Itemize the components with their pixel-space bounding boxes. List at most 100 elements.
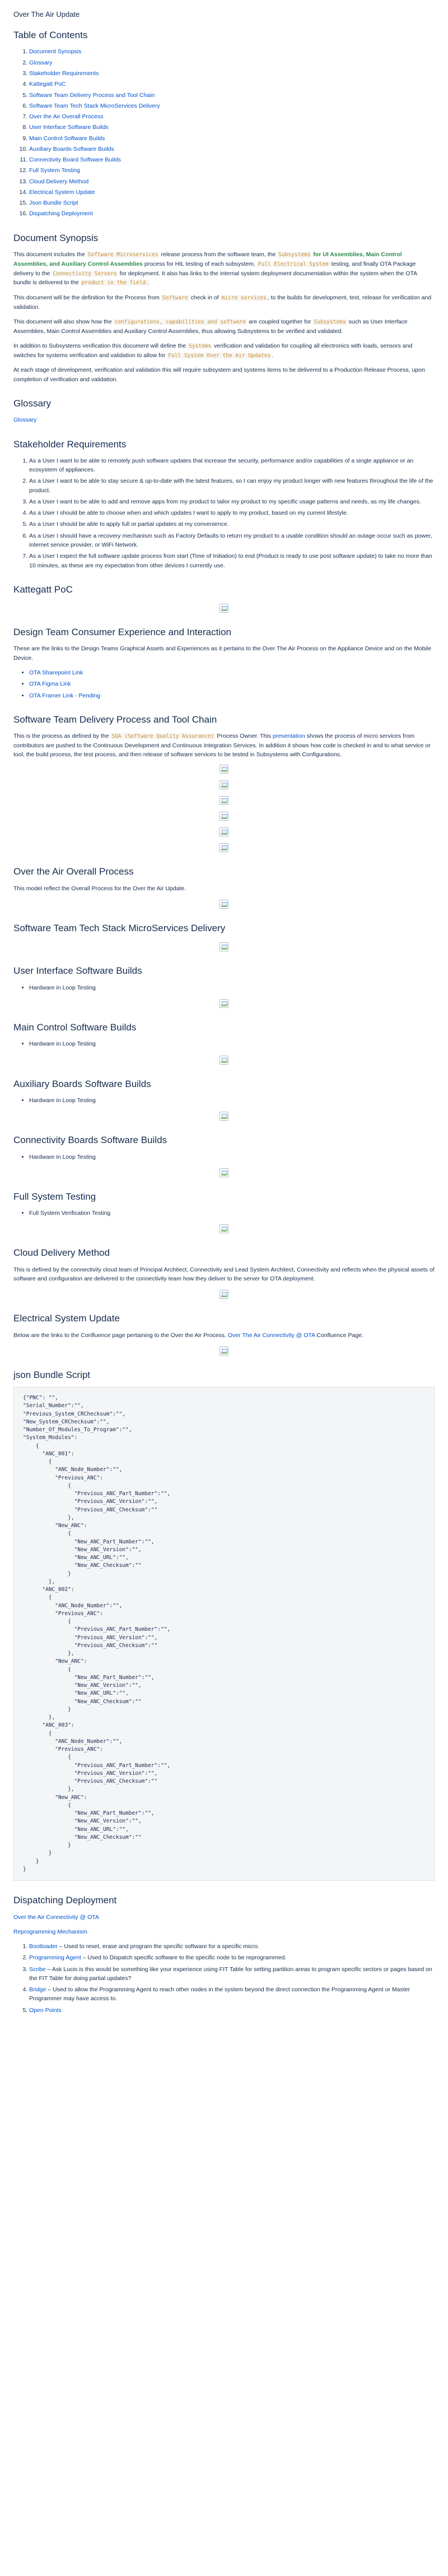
reprogramming-mechanism-link[interactable]: Reprogramming Mechanism — [13, 1928, 87, 1935]
toc-link-ui-builds[interactable]: User Interface Software Builds — [29, 124, 109, 131]
broken-image-icon — [220, 1168, 228, 1177]
dispatching-link-2-paragraph: Reprogramming Mechanism — [13, 1927, 435, 1936]
toc-link-document-synopsis[interactable]: Document Synopsis — [29, 48, 82, 56]
stakeholder-list: As a User I want to be able to remotely … — [13, 456, 435, 570]
delivery-heading: Software Team Delivery Process and Tool … — [13, 714, 217, 725]
toc-link-cloud-delivery[interactable]: Cloud Delivery Method — [29, 178, 89, 185]
ota-connectivity-link[interactable]: Over The Air Connectivity @ OTA — [227, 1331, 315, 1339]
presentation-link[interactable]: presentation — [272, 733, 305, 740]
toc-link-json-bundle[interactable]: Json Bundle Script — [29, 200, 78, 207]
list-item: Programming Agent – Used to Dispatch spe… — [29, 1953, 435, 1962]
broken-image-icon — [220, 942, 228, 952]
inline-code: Subsystems — [312, 318, 347, 325]
broken-image-icon — [220, 1055, 228, 1065]
programming-agent-link[interactable]: Programming Agent — [29, 1954, 81, 1962]
toc-link-tech-stack[interactable]: Software Team Tech Stack MicroServices D… — [29, 102, 160, 109]
toc-link-electrical-update[interactable]: Electrical System Update — [29, 188, 95, 196]
confluence-page: Over The Air Update Table of Contents Do… — [0, 0, 448, 2034]
inline-code: Subsystems — [277, 252, 312, 258]
image-placeholder — [13, 998, 435, 1008]
aux-builds-heading: Auxiliary Boards Software Builds — [13, 1078, 151, 1089]
cloud-heading: Cloud Delivery Method — [13, 1247, 110, 1259]
broken-image-icon — [220, 1112, 228, 1121]
list-item: OTA Sharepoint Link — [29, 668, 435, 677]
inline-code: configurations, capabilities and softwar… — [113, 318, 248, 325]
main-builds-list: Hardware in Loop Testing — [13, 1039, 435, 1048]
techstack-heading: Software Team Tech Stack MicroServices D… — [13, 922, 226, 933]
toc-link-stakeholder-requirements[interactable]: Stakeholder Requirements — [29, 70, 99, 77]
toc-link-auxiliary-builds[interactable]: Auxiliary Boards Software Builds — [29, 145, 114, 152]
bridge-link[interactable]: Bridge — [29, 1986, 46, 1994]
toc-item: User Interface Software Builds — [29, 123, 435, 132]
synopsis-paragraph-2: This document will be the definition for… — [13, 294, 432, 311]
toc-link-main-control-builds[interactable]: Main Control Software Builds — [29, 135, 105, 142]
ota-framer-link[interactable]: OTA Framer Link - Pending — [29, 692, 101, 699]
image-placeholder — [13, 1290, 435, 1299]
toc-link-dispatching[interactable]: Dispatching Deployment — [29, 210, 93, 218]
toc-item: Software Team Tech Stack MicroServices D… — [29, 101, 435, 110]
full-testing-list: Full System Verification Testing — [13, 1209, 435, 1218]
conn-builds-heading: Connectivity Boards Software Builds — [13, 1135, 167, 1146]
image-placeholder — [13, 812, 435, 821]
toc-link-full-system-testing[interactable]: Full System Testing — [29, 167, 80, 174]
bootloader-link[interactable]: Bootloader — [29, 1943, 58, 1950]
inline-code: Systems — [188, 343, 213, 349]
image-placeholder — [13, 1346, 435, 1356]
broken-image-icon — [220, 899, 228, 909]
list-item: Hardware in Loop Testing — [29, 983, 435, 992]
delivery-images — [13, 765, 435, 853]
broken-image-icon — [220, 780, 228, 790]
list-item: As a User I want to be able to remotely … — [29, 456, 435, 475]
design-team-heading: Design Team Consumer Experience and Inte… — [13, 627, 232, 638]
inline-code: product in the field. — [80, 280, 150, 286]
toc-link-overall-process[interactable]: Over the Air Overall Process — [29, 113, 104, 121]
ota-connectivity-dispatch-link[interactable]: Over the Air Connectivity @ OTA — [13, 1913, 99, 1921]
toc-link-glossary[interactable]: Glossary — [29, 59, 53, 66]
list-item: As a User I want to be able to add and r… — [29, 497, 435, 506]
list-item: Hardware in Loop Testing — [29, 1096, 435, 1105]
list-item: As a User I expect the full software upd… — [29, 552, 435, 570]
toc-item: Cloud Delivery Method — [29, 177, 435, 186]
delivery-paragraph: This is the process as defined by the SQ… — [13, 733, 431, 759]
image-placeholder — [13, 1168, 435, 1177]
list-item: Bridge – Used to allow the Programming A… — [29, 1985, 435, 2004]
broken-image-icon — [220, 765, 228, 774]
glossary-heading: Glossary — [13, 397, 52, 409]
glossary-paragraph: Glossary — [13, 415, 435, 424]
design-team-links: OTA Sharepoint Link OTA Figma Link OTA F… — [13, 668, 435, 700]
broken-image-icon — [220, 1224, 228, 1234]
toc-item: Dispatching Deployment — [29, 209, 435, 218]
page-title: Over The Air Update — [13, 10, 80, 19]
full-testing-heading: Full System Testing — [13, 1191, 96, 1202]
overall-paragraph: This model reflect the Overall Process f… — [13, 885, 186, 892]
list-item: As a User I should be able to apply full… — [29, 520, 435, 529]
toc-link-kattegatt-poc[interactable]: Kattegatt PoC — [29, 81, 66, 88]
list-item: As a User I should have a recovery mecha… — [29, 531, 435, 550]
toc-item: Kattegatt PoC — [29, 80, 435, 89]
json-bundle-heading: json Bundle Script — [13, 1369, 91, 1380]
broken-image-icon — [220, 998, 228, 1008]
broken-image-icon — [220, 796, 228, 806]
list-item: OTA Framer Link - Pending — [29, 691, 435, 700]
inline-code: Software — [161, 294, 189, 301]
toc-link-delivery-process[interactable]: Software Team Delivery Process and Tool … — [29, 91, 155, 99]
open-points-link[interactable]: Open Points — [29, 2006, 62, 2014]
image-placeholder — [13, 942, 435, 952]
toc-item: Electrical System Update — [29, 188, 435, 197]
toc-item: Software Team Delivery Process and Tool … — [29, 91, 435, 100]
broken-image-icon — [220, 843, 228, 853]
image-placeholder — [13, 899, 435, 909]
list-item: Hardware in Loop Testing — [29, 1039, 435, 1048]
toc-link-connectivity-builds[interactable]: Connectivity Board Software Builds — [29, 156, 121, 164]
scribe-link[interactable]: Scribe — [29, 1965, 46, 1973]
design-team-intro: These are the links to the Design Teams … — [13, 645, 432, 662]
list-item: As a User I want to be able to stay secu… — [29, 477, 435, 495]
ota-sharepoint-link[interactable]: OTA Sharepoint Link — [29, 669, 83, 676]
synopsis-paragraph-4: In addition to Subsystems verification t… — [13, 342, 413, 359]
toc-item: Document Synopsis — [29, 47, 435, 56]
glossary-link[interactable]: Glossary — [13, 417, 37, 424]
image-placeholder — [13, 1112, 435, 1121]
ota-figma-link[interactable]: OTA Figma Link — [29, 681, 71, 688]
synopsis-paragraph-3: This document will also show how the con… — [13, 318, 408, 335]
list-item: Open Points — [29, 2006, 435, 2015]
